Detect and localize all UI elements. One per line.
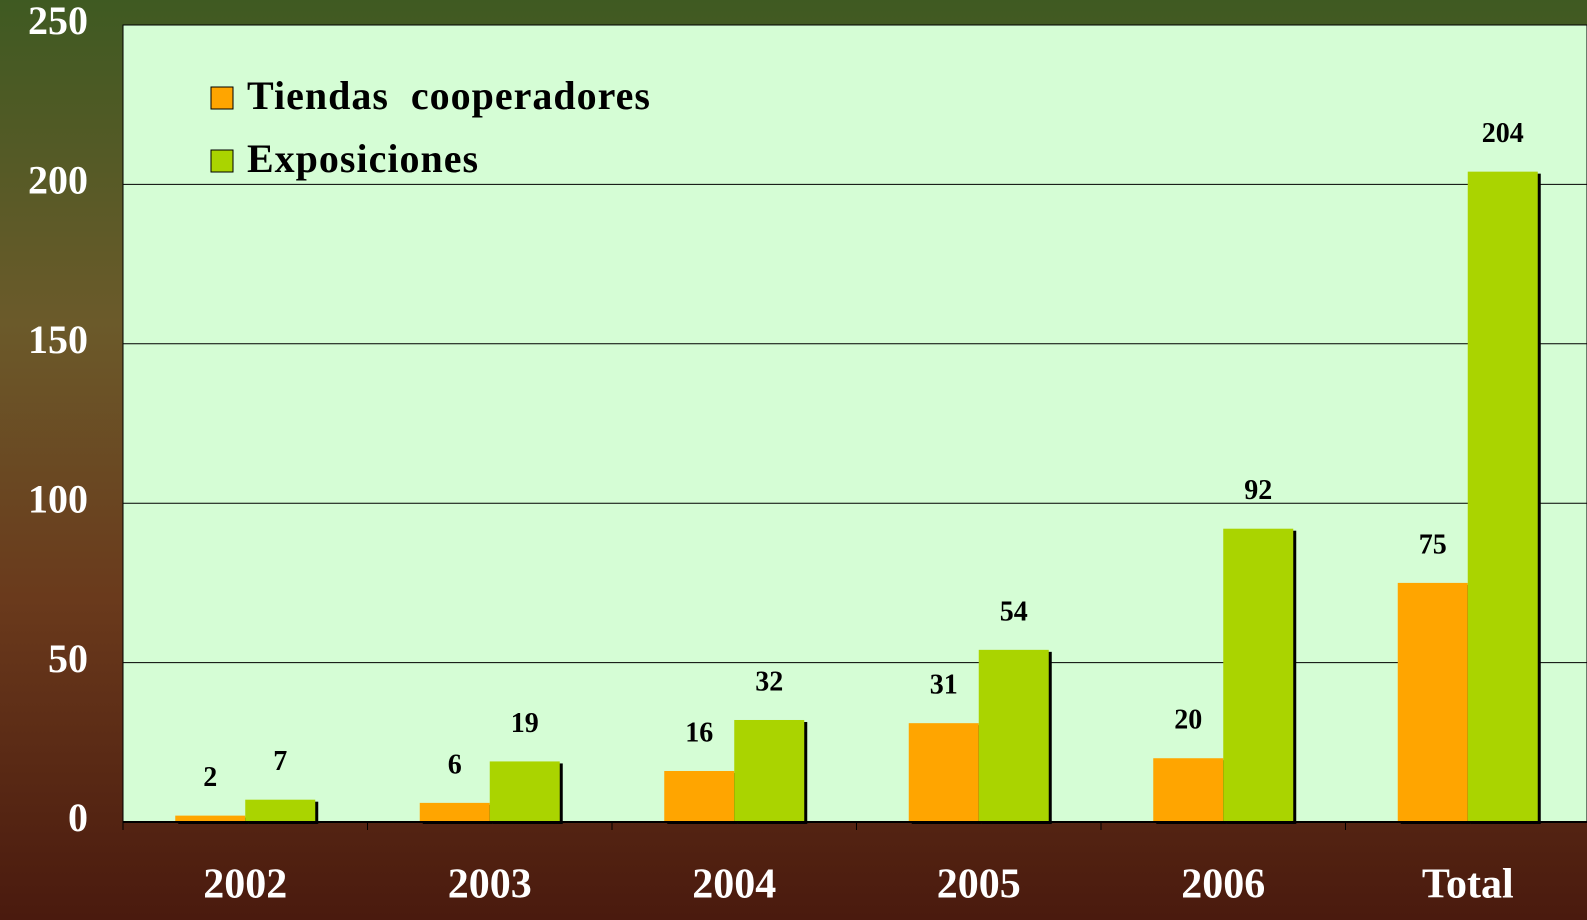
bar (1397, 582, 1468, 822)
bar (419, 802, 490, 822)
x-tick-label: Total (1422, 862, 1514, 908)
x-tick-label: 2005 (937, 862, 1021, 908)
bar (664, 770, 735, 822)
bar (175, 815, 246, 822)
value-label: 32 (755, 666, 783, 697)
bar (1153, 758, 1224, 822)
value-label: 204 (1482, 118, 1524, 149)
y-tick-label: 100 (28, 476, 88, 521)
value-label: 92 (1244, 475, 1272, 506)
bar (1467, 171, 1538, 822)
value-label: 19 (511, 708, 539, 739)
legend-swatch (210, 86, 234, 110)
y-tick-label: 0 (68, 795, 88, 840)
y-tick-label: 50 (48, 636, 88, 681)
x-tick-label: 2002 (203, 862, 287, 908)
x-tick-label: 2006 (1181, 862, 1265, 908)
value-label: 7 (273, 746, 287, 777)
y-tick-label: 150 (28, 317, 88, 362)
y-tick-label: 250 (28, 0, 88, 43)
x-tick-label: 2003 (448, 862, 532, 908)
value-label: 75 (1419, 529, 1447, 560)
plot-area (122, 24, 1587, 823)
y-tick-label: 200 (28, 158, 88, 203)
value-label: 6 (448, 749, 462, 780)
value-label: 31 (930, 670, 958, 701)
legend-swatch (210, 149, 234, 173)
x-tick-label: 2004 (692, 862, 776, 908)
value-label: 2 (203, 762, 217, 793)
bar (245, 799, 316, 822)
bar (489, 761, 560, 822)
bar (734, 719, 805, 822)
value-label: 16 (685, 717, 713, 748)
bar (908, 723, 979, 822)
value-label: 54 (1000, 596, 1028, 627)
legend-label: Tiendas cooperadores (247, 73, 651, 118)
bar (978, 649, 1049, 822)
value-label: 20 (1174, 705, 1202, 736)
bar (1223, 528, 1294, 822)
legend-label: Exposiciones (247, 136, 479, 181)
